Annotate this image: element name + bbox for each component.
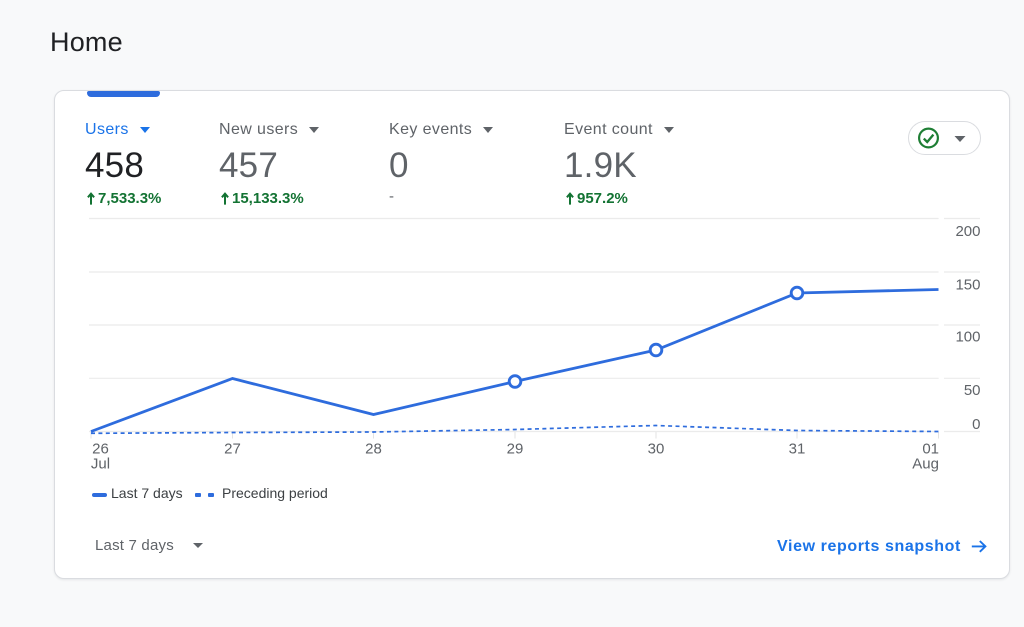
svg-text:28: 28 xyxy=(365,440,382,457)
svg-text:0: 0 xyxy=(972,416,980,433)
svg-text:150: 150 xyxy=(955,276,980,293)
svg-text:26: 26 xyxy=(92,440,109,457)
svg-text:29: 29 xyxy=(507,440,524,457)
svg-text:27: 27 xyxy=(224,440,241,457)
svg-text:01: 01 xyxy=(922,440,939,457)
svg-text:31: 31 xyxy=(789,440,806,457)
svg-text:Aug: Aug xyxy=(912,456,939,473)
svg-text:100: 100 xyxy=(955,328,980,345)
svg-text:30: 30 xyxy=(648,440,665,457)
svg-text:200: 200 xyxy=(955,223,980,240)
svg-text:50: 50 xyxy=(964,382,981,399)
svg-text:Jul: Jul xyxy=(91,456,110,473)
